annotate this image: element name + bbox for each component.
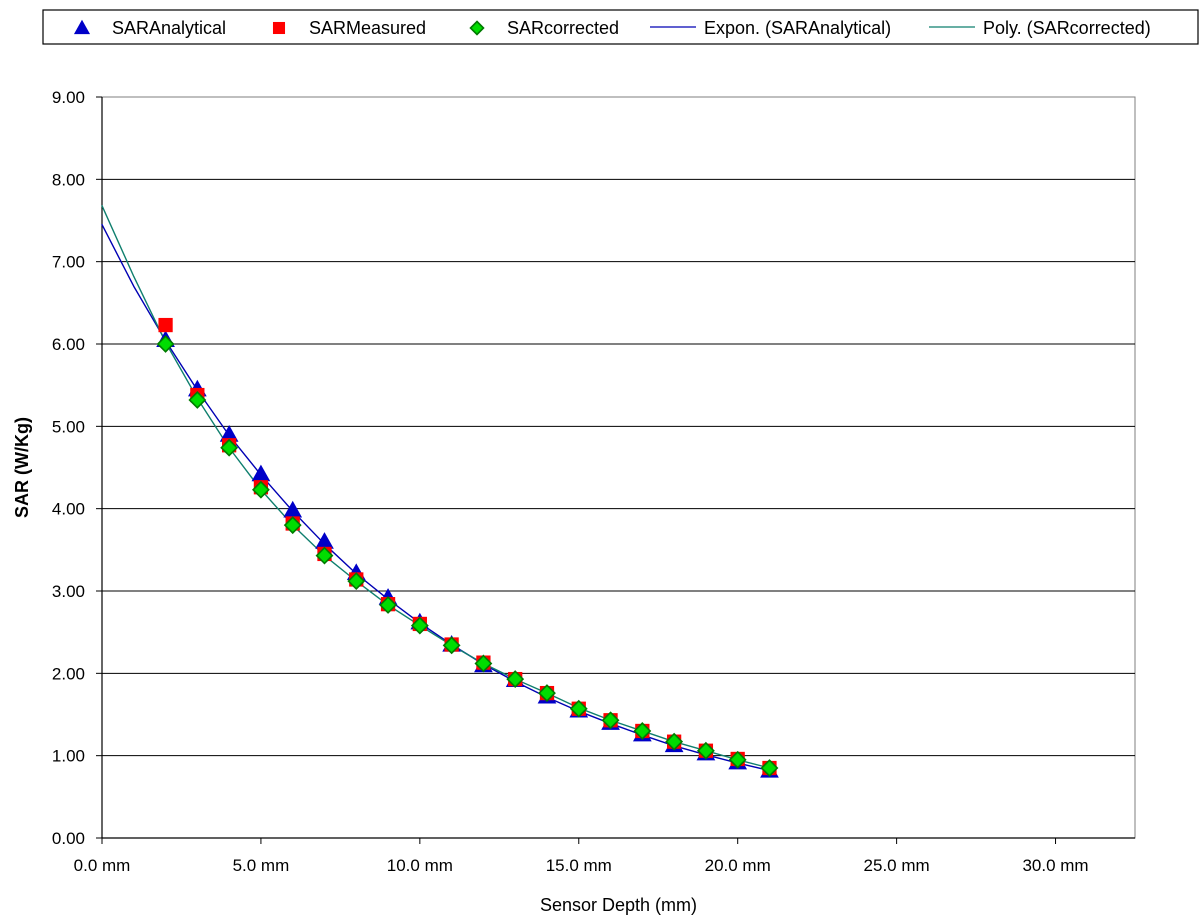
legend-item: SARAnalytical — [73, 18, 226, 38]
legend-label: SARMeasured — [309, 18, 426, 38]
data-markers — [156, 317, 779, 778]
y-tick-label: 9.00 — [52, 88, 85, 107]
legend-label: Poly. (SARcorrected) — [983, 18, 1151, 38]
sarcorrected-point — [220, 438, 239, 457]
y-tick-label: 5.00 — [52, 417, 85, 436]
sarcorrected-point — [665, 732, 684, 751]
y-tick-label: 6.00 — [52, 335, 85, 354]
sarcorrected-point — [728, 750, 747, 769]
sarcorrected-point — [601, 711, 620, 730]
sarcorrected-point — [156, 335, 175, 353]
sarcorrected-point — [760, 759, 779, 777]
y-tick-label: 4.00 — [52, 500, 85, 519]
poly-sarcorrected-trendline — [101, 204, 771, 769]
sarcorrected-legend-marker — [469, 20, 485, 36]
legend-label: SARcorrected — [507, 18, 619, 38]
legend-item: SARMeasured — [272, 18, 426, 38]
y-axis-title: SAR (W/Kg) — [12, 417, 32, 518]
sarcorrected-point — [506, 670, 525, 689]
y-tick-label: 0.00 — [52, 829, 85, 848]
legend-item: Poly. (SARcorrected) — [929, 18, 1151, 38]
sarcorrected-point — [347, 572, 366, 591]
sarcorrected-point — [569, 699, 588, 718]
y-tick-label: 8.00 — [52, 170, 85, 189]
x-tick-label: 20.0 mm — [705, 856, 771, 875]
legend-label: SARAnalytical — [112, 18, 226, 38]
legend-item: Expon. (SARAnalytical) — [650, 18, 891, 38]
sarcorrected-point — [379, 596, 397, 614]
y-tick-label: 1.00 — [52, 747, 85, 766]
x-tick-label: 0.0 mm — [74, 856, 131, 875]
trendlines — [101, 204, 771, 772]
sarmeasured-legend-marker — [272, 21, 286, 35]
sarcorrected-point — [633, 722, 652, 740]
y-tick-label: 2.00 — [52, 664, 85, 683]
sarcorrected-point — [442, 636, 461, 655]
grid-lines — [102, 178, 1135, 757]
sarmeasured-point — [158, 317, 173, 333]
sarcorrected-point — [188, 391, 207, 409]
sarcorrected-point — [251, 480, 270, 499]
sarcorrected-point — [410, 616, 429, 635]
sarcorrected-point — [538, 684, 556, 703]
y-tick-label: 3.00 — [52, 582, 85, 601]
tick-labels: 0.00 1.00 2.00 3.00 4.00 5.00 6.00 7.00 8.00 9.00… — [52, 88, 1089, 875]
x-axis-title: Sensor Depth (mm) — [540, 895, 697, 915]
legend: SARAnalytical SARMeasured SARcorrected Expo… — [42, 9, 1199, 45]
legend-item: SARcorrected — [469, 18, 619, 38]
x-tick-label: 25.0 mm — [864, 856, 930, 875]
x-tick-label: 10.0 mm — [387, 856, 453, 875]
expon-saranalytical-trendline — [101, 223, 771, 772]
axes — [96, 96, 1135, 844]
y-tick-label: 7.00 — [52, 253, 85, 272]
x-tick-label: 5.0 mm — [233, 856, 290, 875]
sarcorrected-point — [474, 654, 493, 673]
x-tick-label: 30.0 mm — [1022, 856, 1088, 875]
sarcorrected-point — [315, 546, 334, 565]
saranalytical-legend-marker — [73, 19, 91, 35]
legend-box — [42, 9, 1199, 45]
sarcorrected-point — [696, 741, 715, 760]
legend-label: Expon. (SARAnalytical) — [704, 18, 891, 38]
x-tick-label: 15.0 mm — [546, 856, 612, 875]
sarcorrected-point — [283, 516, 302, 535]
